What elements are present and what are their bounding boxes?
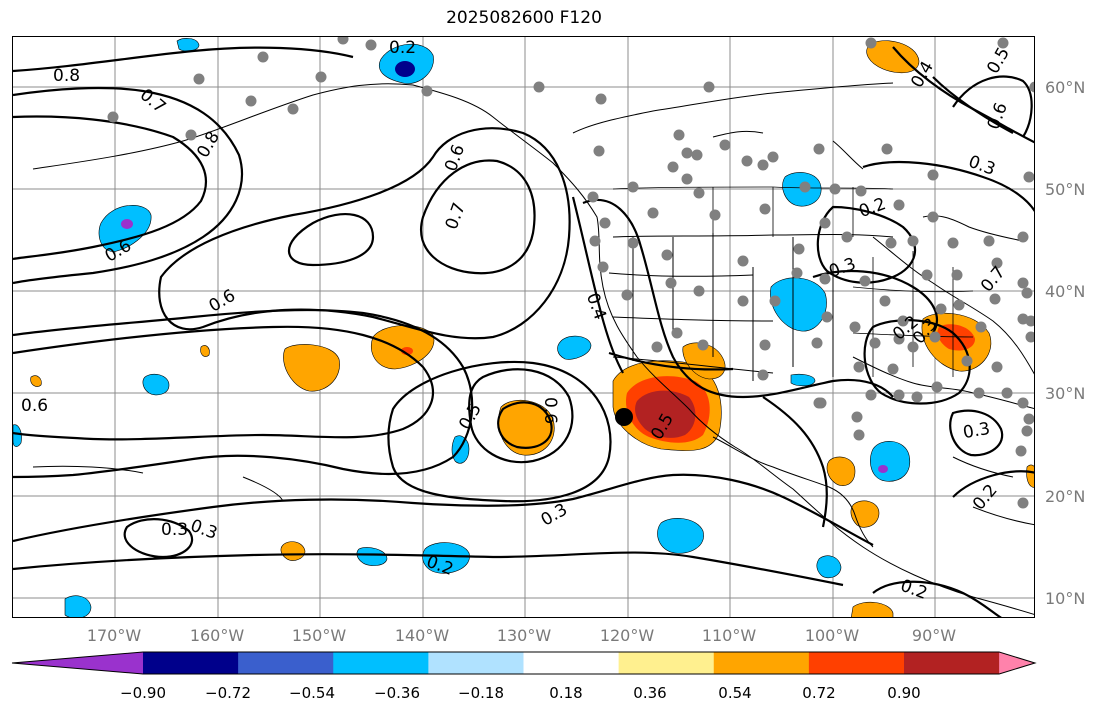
contour-label: 0.7: [442, 200, 470, 232]
colorbar-tick-label: −0.54: [289, 684, 335, 702]
colorbar-segment: [333, 652, 429, 674]
positive-anomaly-patch: [866, 40, 920, 74]
contour-label: 0.4: [582, 290, 610, 322]
anomaly-shading: [13, 38, 1034, 617]
positive-anomaly-patch: [280, 541, 306, 561]
contour-label: 0.3: [161, 520, 188, 540]
colorbar-outline: [11, 651, 1037, 675]
colorbar: [11, 651, 1037, 675]
colorbar-segment: [808, 652, 905, 674]
contour-label: 0.6: [21, 396, 48, 416]
positive-anomaly-patch: [851, 601, 894, 617]
graticule: [13, 37, 1034, 617]
negative-anomaly-patch: [657, 518, 704, 554]
contour-label: 0.6: [540, 397, 560, 424]
lon-label: 120°W: [599, 626, 655, 645]
lon-label: 140°W: [394, 626, 450, 645]
colorbar-segment: [618, 652, 715, 674]
negative-anomaly-patch: [64, 595, 92, 617]
contour-label: 0.2: [969, 481, 1002, 515]
colorbar-tick-label: 0.54: [718, 684, 752, 702]
colorbar-tick-label: 0.36: [633, 684, 667, 702]
lat-label: 30°N: [1045, 384, 1086, 403]
lon-label: 130°W: [496, 626, 552, 645]
negative-anomaly-patch: [176, 38, 200, 52]
negative-anomaly-patch: [557, 335, 592, 360]
colorbar-tick-label: −0.90: [120, 684, 166, 702]
positive-anomaly-patch: [1026, 464, 1034, 488]
colorbar-tick-label: −0.36: [374, 684, 420, 702]
negative-anomaly-patch: [422, 542, 470, 574]
colorbar-segment: [999, 652, 1035, 674]
lon-label: 170°W: [86, 626, 142, 645]
contours: [13, 46, 1034, 617]
lat-label: 20°N: [1045, 487, 1086, 506]
colorbar-segment: [904, 652, 1000, 674]
contour-label: 0.3: [826, 254, 858, 282]
positive-anomaly-patch: [30, 375, 42, 387]
map-canvas: 0.2 0.8 0.7 0.8 0.6 0.6 0.6 0.7 0.6 0.4 …: [13, 37, 1034, 617]
lat-label: 40°N: [1045, 282, 1086, 301]
lon-label: 110°W: [701, 626, 757, 645]
negative-anomaly-patch: [13, 424, 22, 447]
positive-anomaly-patch: [200, 345, 210, 357]
lon-label: 100°W: [804, 626, 860, 645]
lon-label: 150°W: [291, 626, 347, 645]
colorbar-segment: [428, 652, 524, 674]
lat-label: 50°N: [1045, 180, 1086, 199]
negative-anomaly-patch: [870, 441, 911, 482]
map-title: 2025082600 F120: [446, 8, 602, 28]
lon-label: 90°W: [911, 626, 957, 645]
colorbar-segment: [713, 652, 810, 674]
lat-label: 60°N: [1045, 78, 1086, 97]
lon-label: 160°W: [189, 626, 245, 645]
contour-label: 0.3: [962, 419, 992, 443]
negative-anomaly-patch: [816, 555, 842, 579]
contour-label: 0.6: [441, 142, 469, 174]
station-dots: [107, 37, 1034, 509]
contour-label: 0.6: [206, 286, 239, 317]
colorbar-segment: [523, 652, 620, 674]
contour-label: 0.5: [983, 44, 1014, 77]
contour-label: 0.3: [966, 152, 998, 180]
map-panel[interactable]: 0.2 0.8 0.7 0.8 0.6 0.6 0.6 0.7 0.6 0.4 …: [12, 36, 1035, 618]
contour-label: 0.8: [53, 66, 80, 86]
lat-label: 10°N: [1045, 589, 1086, 608]
colorbar-tick-label: 0.18: [549, 684, 583, 702]
colorbar-segment: [238, 652, 334, 674]
negative-anomaly-patch: [142, 373, 170, 396]
negative-anomaly-patch: [356, 547, 388, 566]
contour-label: 0.8: [193, 128, 224, 161]
colorbar-segments: [11, 651, 1037, 675]
storm-center-marker[interactable]: [615, 408, 633, 426]
contour-label: 0.5: [455, 400, 486, 433]
positive-anomaly-patch: [283, 344, 340, 392]
colorbar-segment: [12, 652, 143, 674]
colorbar-tick-label: 0.72: [802, 684, 836, 702]
colorbar-segment: [143, 652, 239, 674]
colorbar-tick-label: −0.72: [205, 684, 251, 702]
colorbar-tick-label: 0.90: [887, 684, 921, 702]
contour-label: 0.2: [389, 38, 416, 58]
colorbar-tick-label: −0.18: [458, 684, 504, 702]
positive-anomaly-patch: [826, 456, 856, 486]
positive-anomaly-patch: [635, 390, 696, 438]
negative-anomaly-patch: [790, 373, 816, 387]
positive-anomaly-patch: [850, 500, 880, 528]
